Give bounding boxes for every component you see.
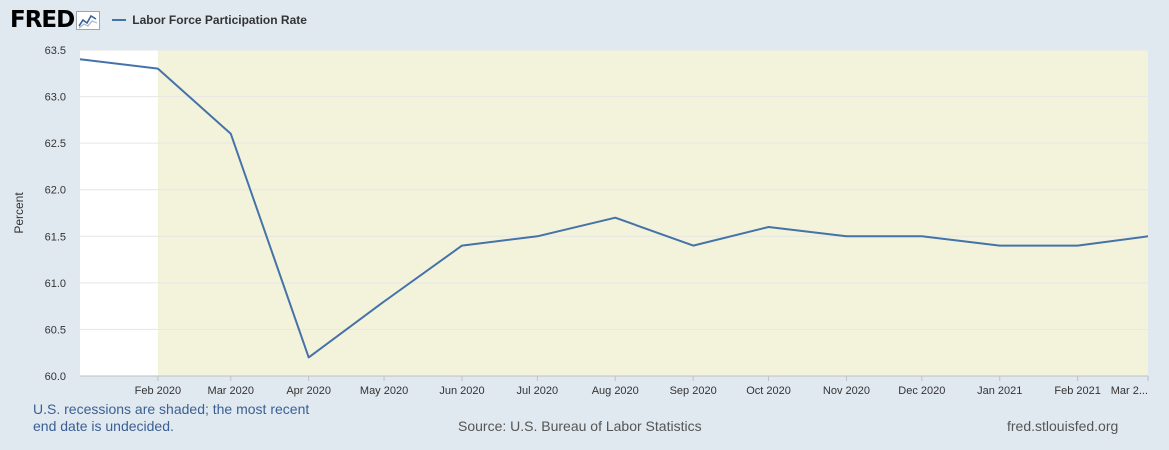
x-tick-label: Nov 2020 xyxy=(823,385,870,397)
site-link[interactable]: fred.stlouisfed.org xyxy=(1007,418,1119,434)
x-tick-label: Apr 2020 xyxy=(286,385,331,397)
x-tick-label: Mar 2... xyxy=(1111,385,1148,397)
data-point xyxy=(1076,244,1080,248)
x-tick-label: Jan 2021 xyxy=(977,385,1022,397)
x-tick-label: Feb 2020 xyxy=(135,385,181,397)
data-point xyxy=(307,355,311,359)
y-tick-label: 63.0 xyxy=(45,92,66,104)
trend-chart-icon xyxy=(76,10,101,30)
recession-shading xyxy=(157,50,1148,376)
legend-series-swatch xyxy=(112,19,127,21)
data-point xyxy=(382,299,386,303)
y-tick-label: 61.5 xyxy=(45,231,66,243)
legend-series-label: Labor Force Participation Rate xyxy=(132,13,307,27)
data-point xyxy=(998,244,1002,248)
x-tick-label: May 2020 xyxy=(360,385,408,397)
x-tick-label: Mar 2020 xyxy=(208,385,254,397)
y-tick-label: 60.5 xyxy=(45,324,66,336)
data-point xyxy=(535,234,539,238)
x-tick-label: Dec 2020 xyxy=(898,385,945,397)
y-tick-label: 61.0 xyxy=(45,278,66,290)
data-point xyxy=(229,132,233,136)
chart-legend: Labor Force Participation Rate xyxy=(112,13,307,27)
fred-logo[interactable]: FRED xyxy=(10,7,101,33)
x-tick-label: Jul 2020 xyxy=(517,385,559,397)
data-point xyxy=(691,244,695,248)
y-tick-label: 60.0 xyxy=(45,371,66,383)
chart-header: FRED Labor Force Participation Rate xyxy=(10,6,307,34)
data-point xyxy=(156,67,160,71)
series-line xyxy=(79,58,1149,359)
x-tick-label: Oct 2020 xyxy=(746,385,791,397)
data-point xyxy=(1146,234,1150,238)
y-tick-label: 63.5 xyxy=(45,45,66,57)
x-tick-label: Jun 2020 xyxy=(439,385,484,397)
x-tick-label: Feb 2021 xyxy=(1054,385,1100,397)
data-point xyxy=(920,234,924,238)
x-tick-label: Aug 2020 xyxy=(592,385,639,397)
data-point xyxy=(767,225,771,229)
data-point xyxy=(460,244,464,248)
fred-logo-text: FRED xyxy=(10,7,75,33)
recession-note: U.S. recessions are shaded; the most rec… xyxy=(33,401,310,434)
data-point xyxy=(844,234,848,238)
data-point xyxy=(613,216,617,220)
source-credit: Source: U.S. Bureau of Labor Statistics xyxy=(458,418,702,434)
y-axis-title: Percent xyxy=(12,192,26,234)
y-tick-label: 62.5 xyxy=(45,138,66,150)
data-point xyxy=(78,57,82,61)
y-tick-label: 62.0 xyxy=(45,185,66,197)
x-tick-label: Sep 2020 xyxy=(670,385,717,397)
